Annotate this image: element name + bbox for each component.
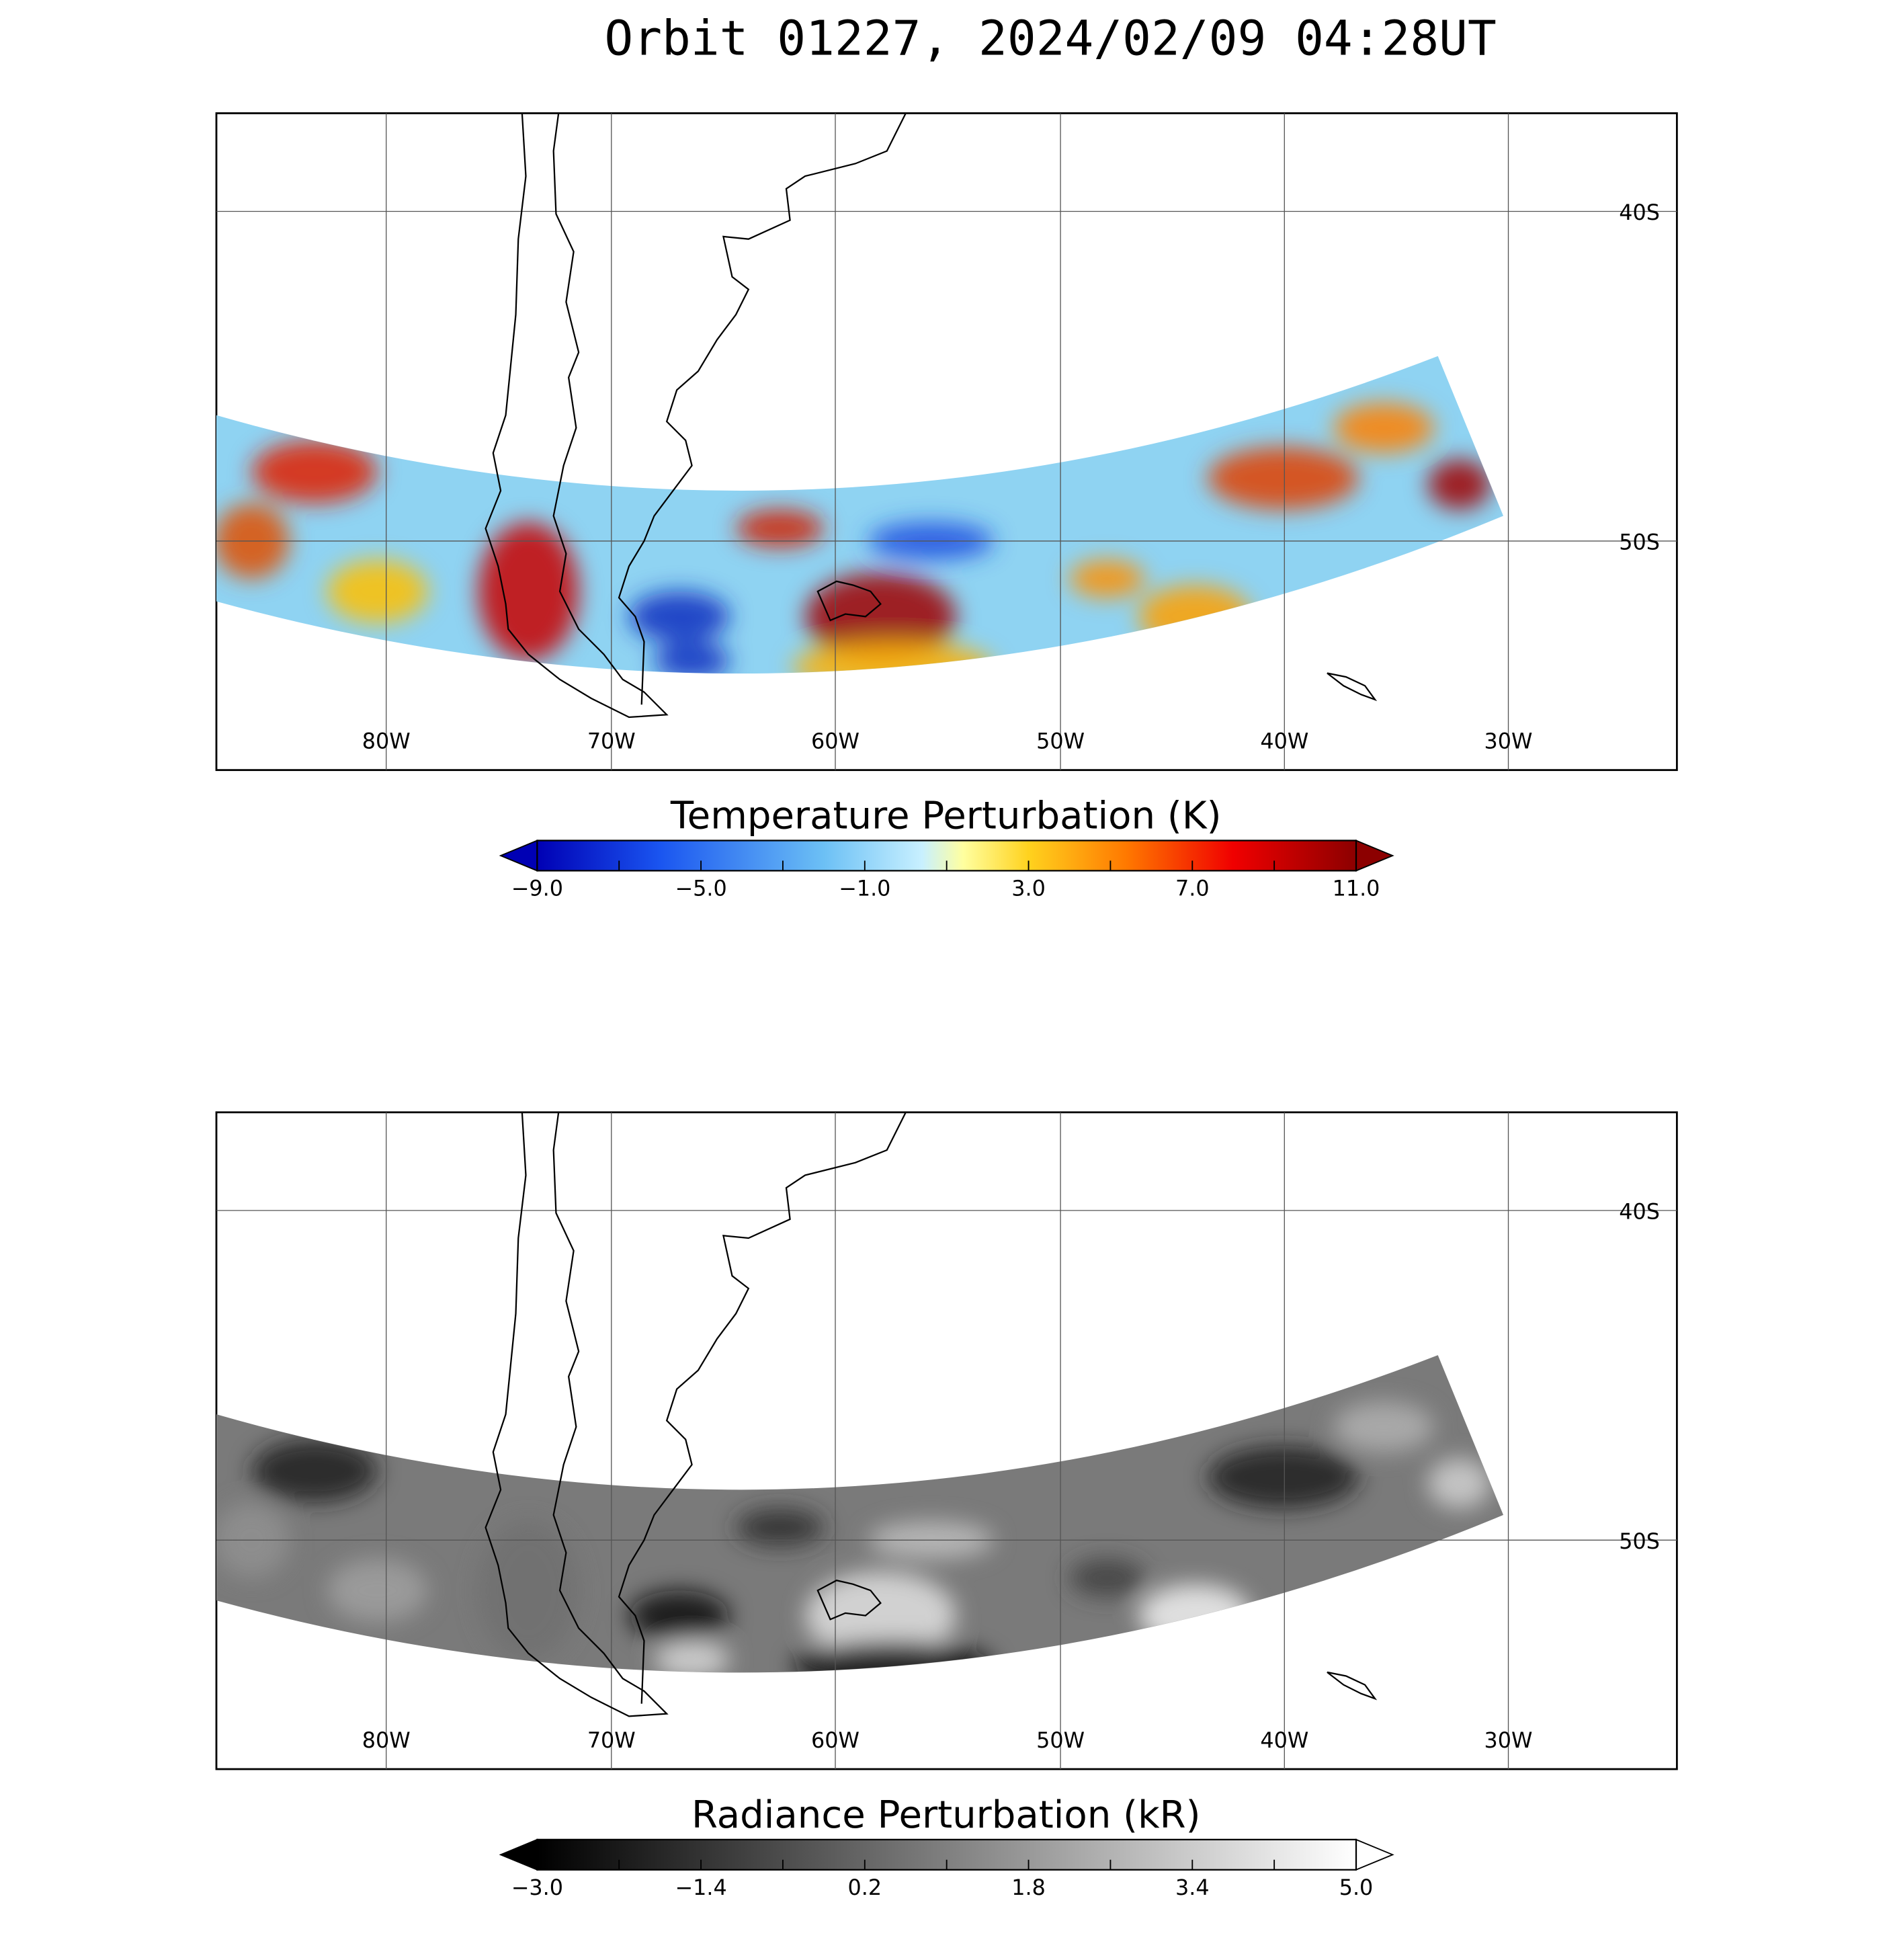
lon-label: 30W xyxy=(1484,1727,1533,1753)
lat-label: 40S xyxy=(1619,1199,1660,1225)
colorbar-tick-label: 7.0 xyxy=(1175,875,1210,901)
lon-label: 50W xyxy=(1036,1727,1085,1753)
coastline xyxy=(618,112,907,705)
swath-feature xyxy=(478,522,579,661)
swath-feature xyxy=(251,1439,378,1503)
swath-feature xyxy=(1427,459,1491,510)
coastline xyxy=(618,1112,907,1704)
coastline xyxy=(1327,672,1378,702)
lat-label: 40S xyxy=(1619,200,1660,225)
swath-feature xyxy=(629,591,730,642)
colorbar-arrow-high xyxy=(1355,840,1394,872)
swath-feature xyxy=(1069,1559,1145,1597)
swath-feature xyxy=(792,641,994,674)
swath-feature xyxy=(327,560,428,623)
swath-feature xyxy=(1333,403,1435,453)
lon-label: 70W xyxy=(587,1727,636,1753)
swath-feature xyxy=(792,1641,994,1673)
swath-features xyxy=(216,1401,1491,1673)
swath-feature xyxy=(654,641,730,674)
colorbar-tick-label: 5.0 xyxy=(1339,1875,1374,1900)
colorbar-tick-label: −9.0 xyxy=(511,875,563,901)
colorbar-tick-label: −1.0 xyxy=(839,875,890,901)
colorbar-tick-label: 0.2 xyxy=(848,1875,882,1900)
lon-label: 50W xyxy=(1036,728,1085,753)
lon-label: 60W xyxy=(811,728,859,753)
lat-label: 50S xyxy=(1619,1528,1660,1554)
lon-label: 40W xyxy=(1260,728,1308,753)
colorbar-tick-label: 3.4 xyxy=(1175,1875,1210,1900)
colorbar-tick-label: 3.0 xyxy=(1011,875,1046,901)
lon-label: 80W xyxy=(362,1727,411,1753)
lon-label: 40W xyxy=(1260,1727,1308,1753)
swath-feature xyxy=(736,509,825,548)
coastline xyxy=(485,113,669,719)
lon-label: 60W xyxy=(811,1727,859,1753)
colorbar-tick-label: 1.8 xyxy=(1011,1875,1046,1900)
colorbar-tick-label: −3.0 xyxy=(511,1875,563,1900)
swath-feature xyxy=(736,1508,825,1547)
coastline xyxy=(816,580,882,622)
colorbar: Radiance Perturbation (kR) −3.0 −1.4 0.2 1.8… xyxy=(499,1793,1394,1900)
swath-feature xyxy=(251,440,378,503)
colorbar-title: Temperature Perturbation (K) xyxy=(670,794,1222,838)
coastline xyxy=(1327,1671,1378,1701)
map-panel: 80W 70W 60W 50W 40W 30W 40S 50S Radiance Perturb… xyxy=(215,1111,1678,1900)
title: Orbit 01227, 2024/02/09 04:28UT xyxy=(604,10,1496,66)
swath-feature xyxy=(1208,1445,1359,1509)
lon-label: 30W xyxy=(1484,728,1533,753)
map-panel: 80W 70W 60W 50W 40W 30W 40S 50S Temperature Pert… xyxy=(215,112,1678,901)
colorbar: Temperature Perturbation (K) −9.0 −5.0 −1.0… xyxy=(499,794,1394,901)
swath-feature xyxy=(478,1521,579,1660)
swath-feature xyxy=(327,1559,428,1622)
colorbar-title: Radiance Perturbation (kR) xyxy=(691,1793,1201,1837)
colorbar-arrow-low xyxy=(499,1838,538,1871)
swath-feature xyxy=(1427,1458,1491,1509)
colorbar-tick-label: 11.0 xyxy=(1333,875,1380,901)
swath-feature xyxy=(1333,1401,1435,1453)
coastline xyxy=(485,1112,669,1717)
lon-label: 80W xyxy=(362,728,411,753)
colorbar-arrow-high xyxy=(1355,1838,1394,1871)
colorbar-arrow-low xyxy=(499,840,538,872)
lon-label: 70W xyxy=(587,728,636,753)
lat-label: 50S xyxy=(1619,530,1660,555)
coastline xyxy=(816,1580,882,1621)
swath-feature xyxy=(1069,560,1145,598)
swath-feature xyxy=(1208,446,1359,510)
swath-feature xyxy=(629,1590,730,1641)
swath-feature xyxy=(805,572,956,661)
colorbar-tick-label: −1.4 xyxy=(675,1875,726,1900)
colorbar-tick-label: −5.0 xyxy=(675,875,726,901)
swath-feature xyxy=(805,1571,956,1660)
swath-feature xyxy=(654,1641,730,1673)
